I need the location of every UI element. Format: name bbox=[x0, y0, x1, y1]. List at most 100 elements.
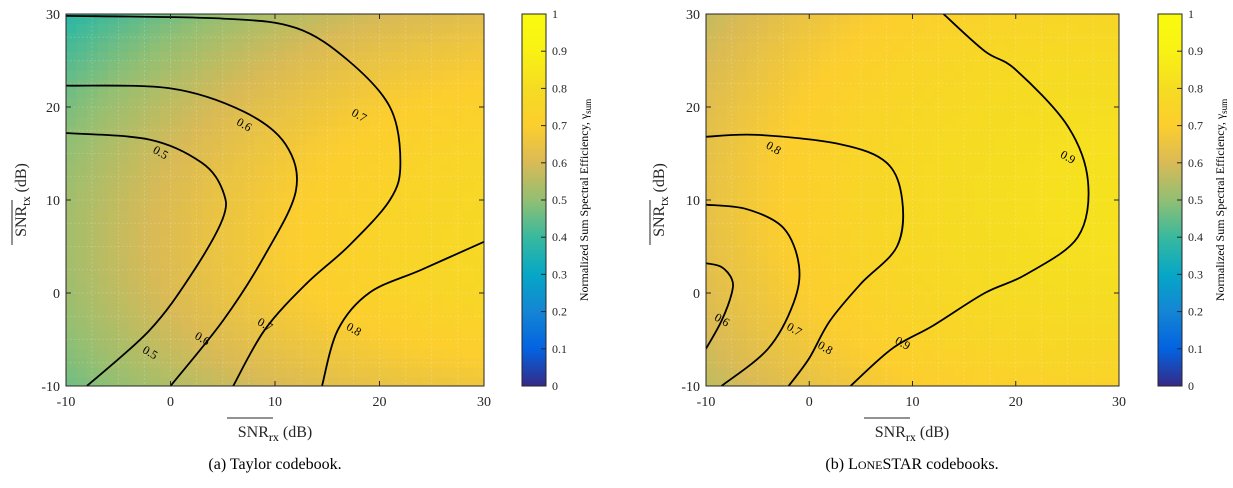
heatmap-cell bbox=[191, 107, 203, 117]
heatmap-cell bbox=[1088, 32, 1099, 43]
heatmap-cell bbox=[160, 227, 172, 238]
heatmap-cell bbox=[86, 69, 98, 80]
heatmap-cell bbox=[726, 265, 738, 275]
heatmap-cell bbox=[943, 330, 955, 341]
heatmap-cell bbox=[97, 265, 109, 275]
heatmap-cell bbox=[891, 134, 903, 145]
heatmap-cell bbox=[431, 32, 443, 43]
contours-a: 0.50.60.7 0.80.50.6 0.7 bbox=[66, 15, 484, 386]
heatmap-cell bbox=[1088, 358, 1099, 368]
heatmap-cell bbox=[1098, 367, 1110, 378]
heatmap-cell bbox=[421, 367, 433, 378]
heatmap-cell bbox=[212, 134, 224, 145]
heatmap-cell bbox=[149, 107, 161, 117]
heatmap-cell bbox=[1057, 302, 1068, 313]
heatmap-cell bbox=[860, 339, 872, 350]
heatmap-cell bbox=[431, 51, 443, 62]
heatmap-cell bbox=[212, 302, 224, 313]
heatmap-cell bbox=[180, 283, 192, 294]
heatmap-cell bbox=[974, 153, 986, 164]
heatmap-cell bbox=[1108, 320, 1119, 331]
heatmap-cell bbox=[201, 23, 213, 34]
heatmap-cell bbox=[118, 311, 130, 322]
heatmap-cell bbox=[1108, 200, 1119, 210]
heatmap-cell bbox=[1005, 153, 1017, 164]
heatmap-cell bbox=[1077, 134, 1089, 145]
heatmap-cell bbox=[431, 88, 443, 99]
heatmap-cell bbox=[97, 153, 109, 164]
heatmap-cell bbox=[191, 283, 203, 294]
heatmap-cell bbox=[902, 79, 914, 89]
heatmap-cell bbox=[953, 32, 965, 43]
heatmap-cell bbox=[254, 311, 266, 322]
heatmap-cell bbox=[984, 274, 996, 285]
heatmap-cell bbox=[86, 23, 98, 34]
heatmap-cell bbox=[912, 134, 924, 145]
heatmap-cell bbox=[264, 60, 276, 71]
heatmap-cell bbox=[788, 23, 800, 34]
heatmap-cell bbox=[348, 293, 360, 303]
heatmap-cell bbox=[410, 88, 422, 99]
heatmap-cell bbox=[1088, 107, 1099, 117]
heatmap-cell bbox=[327, 209, 339, 220]
heatmap-cell bbox=[118, 227, 130, 238]
heatmap-cell bbox=[860, 227, 872, 238]
heatmap-cell bbox=[421, 51, 433, 62]
heatmap-cell bbox=[922, 32, 934, 43]
heatmap-cell bbox=[953, 320, 965, 331]
heatmap-cell bbox=[222, 60, 234, 71]
heatmap-cell bbox=[431, 376, 443, 386]
heatmap-cell bbox=[850, 237, 862, 248]
heatmap-cell bbox=[191, 69, 203, 80]
heatmap-cell bbox=[275, 153, 287, 164]
heatmap-cell bbox=[348, 88, 360, 99]
heatmap-cell bbox=[442, 190, 454, 201]
heatmap-cell bbox=[170, 376, 182, 386]
heatmap-cell bbox=[1057, 32, 1068, 43]
heatmap-cell bbox=[400, 88, 412, 99]
heatmap-cell bbox=[933, 255, 945, 266]
heatmap-cell bbox=[974, 23, 986, 34]
heatmap-cell bbox=[97, 376, 109, 386]
heatmap-cell bbox=[369, 227, 381, 238]
heatmap-cell bbox=[798, 209, 810, 220]
heatmap-cell bbox=[726, 51, 738, 62]
heatmap-cell bbox=[902, 125, 914, 136]
heatmap-cell bbox=[337, 348, 349, 359]
heatmap-cell bbox=[881, 32, 893, 43]
heatmap-cell bbox=[400, 144, 412, 155]
heatmap-cell bbox=[933, 237, 945, 248]
heatmap-cell bbox=[778, 69, 790, 80]
heatmap-cell bbox=[410, 181, 422, 192]
heatmap-cell bbox=[1067, 227, 1079, 238]
heatmap-cell bbox=[1108, 358, 1119, 368]
heatmap-cell bbox=[706, 367, 717, 378]
heatmap-cell bbox=[850, 265, 862, 275]
heatmap-cell bbox=[316, 320, 328, 331]
heatmap-cell bbox=[1088, 23, 1099, 34]
heatmap-cell bbox=[995, 107, 1007, 117]
heatmap-cell bbox=[348, 181, 360, 192]
heatmap-cell bbox=[149, 23, 161, 34]
heatmap-cell bbox=[984, 14, 996, 24]
heatmap-cell bbox=[1046, 97, 1058, 108]
heatmap-cell bbox=[1026, 97, 1037, 108]
heatmap-cell bbox=[1067, 218, 1079, 229]
heatmap-cell bbox=[170, 14, 182, 24]
heatmap-cell bbox=[410, 162, 422, 173]
heatmap-cell bbox=[316, 88, 328, 99]
heatmap-cell bbox=[798, 88, 810, 99]
heatmap-cell bbox=[840, 144, 852, 155]
heatmap-cell bbox=[86, 107, 98, 117]
heatmap-cell bbox=[201, 274, 213, 285]
heatmap-cell bbox=[1077, 376, 1089, 386]
heatmap-cell bbox=[118, 265, 130, 275]
heatmap-cell bbox=[243, 144, 255, 155]
xlabel-a-sub: rx bbox=[269, 430, 279, 444]
heatmap-cell bbox=[275, 358, 287, 368]
heatmap-cell bbox=[881, 23, 893, 34]
heatmap-cell bbox=[473, 274, 484, 285]
heatmap-cell bbox=[128, 60, 140, 71]
heatmap-cell bbox=[1015, 200, 1027, 210]
heatmap-cell bbox=[327, 237, 339, 248]
